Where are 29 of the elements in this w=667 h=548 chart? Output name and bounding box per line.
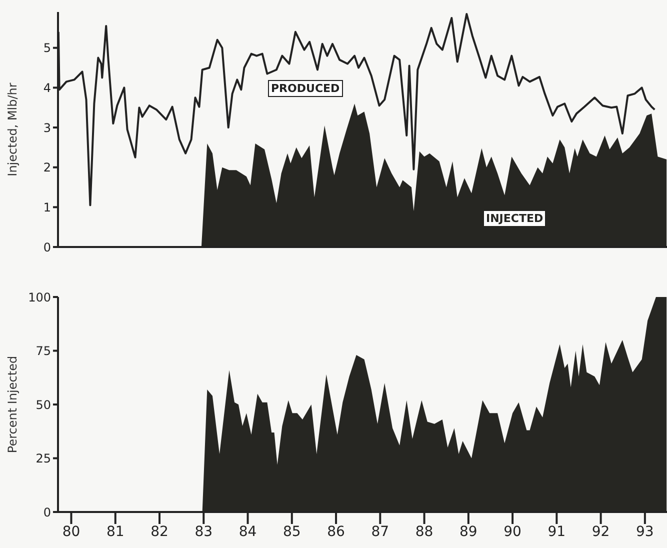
y-tick-label: 5	[43, 41, 51, 56]
x-tick-label: 93	[636, 524, 654, 540]
y-axis-title: Injected, Mlb/hr	[5, 82, 20, 176]
y-tick-label: 0	[43, 240, 51, 254]
x-tick-label: 83	[194, 524, 213, 540]
x-tick-label: 90	[504, 524, 522, 540]
x-tick-label: 85	[282, 524, 301, 540]
y-tick-label: 100	[28, 290, 51, 304]
y-tick-label: 4	[43, 80, 51, 95]
x-tick-label: 92	[592, 524, 610, 540]
y-tick-label: 2	[43, 160, 51, 175]
x-tick-label: 89	[460, 524, 478, 540]
y-tick-label: 0	[43, 505, 51, 520]
y-tick-label: 75	[36, 344, 51, 358]
x-tick-label: 86	[327, 524, 346, 540]
x-tick-label: 81	[106, 524, 124, 540]
x-tick-label: 87	[371, 524, 390, 540]
y-tick-label: 1	[43, 200, 51, 214]
y-tick-label: 50	[36, 398, 51, 412]
y-tick-label: 25	[36, 452, 51, 466]
y-axis-title: Percent Injected	[5, 356, 20, 454]
x-tick-label: 84	[238, 524, 257, 540]
series-label: INJECTED	[483, 210, 546, 227]
y-tick-label: 3	[43, 120, 51, 135]
x-tick-label: 91	[548, 524, 566, 540]
x-tick-label: 80	[62, 524, 80, 540]
x-tick-label: 88	[415, 524, 434, 540]
series-label: PRODUCED	[268, 80, 343, 97]
x-tick-label: 82	[150, 524, 168, 540]
